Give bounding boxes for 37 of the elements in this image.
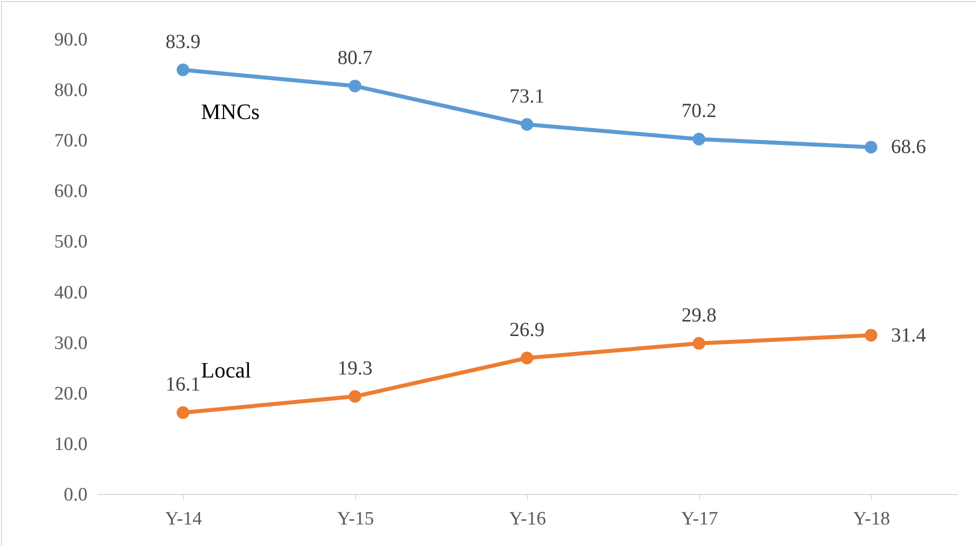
y-tick-label: 30.0 [54, 332, 88, 354]
point [864, 328, 878, 342]
y-tick-label: 10.0 [54, 434, 88, 455]
data-label: 68.6 [891, 136, 926, 158]
point [348, 80, 362, 92]
series-label: Local [201, 358, 252, 383]
data-label: 31.4 [891, 324, 926, 346]
point [520, 352, 534, 364]
series-label: MNCs [201, 98, 260, 124]
x-tick-label: Y-18 [853, 508, 890, 530]
y-tick-label: 80.0 [54, 80, 88, 102]
point [864, 140, 878, 154]
data-label: 19.3 [338, 357, 372, 380]
data-label: 70.2 [682, 100, 716, 122]
y-tick-label: 50.0 [54, 232, 88, 253]
data-label: 73.1 [510, 85, 544, 108]
y-tick-label: 90.0 [54, 30, 88, 50]
point [176, 406, 190, 419]
data-label: 83.9 [166, 30, 200, 53]
data-label: 26.9 [510, 319, 544, 342]
point [520, 118, 534, 131]
x-tick-label: Y-14 [165, 508, 202, 530]
data-label: 16.1 [166, 374, 200, 396]
x-tick-label: Y-17 [681, 508, 718, 530]
data-label: 29.8 [682, 304, 716, 326]
y-tick-label: 20.0 [54, 383, 88, 404]
y-tick-label: 40.0 [54, 282, 88, 304]
data-label: 80.7 [338, 47, 372, 70]
x-tick-label: Y-15 [337, 508, 374, 530]
point [348, 390, 362, 403]
y-tick-label: 0.0 [64, 484, 88, 506]
y-tick-label: 70.0 [54, 130, 88, 152]
y-tick-label: 60.0 [54, 181, 88, 202]
point [176, 64, 190, 76]
x-tick-label: Y-16 [509, 508, 546, 530]
point [692, 337, 706, 350]
point [692, 132, 706, 146]
